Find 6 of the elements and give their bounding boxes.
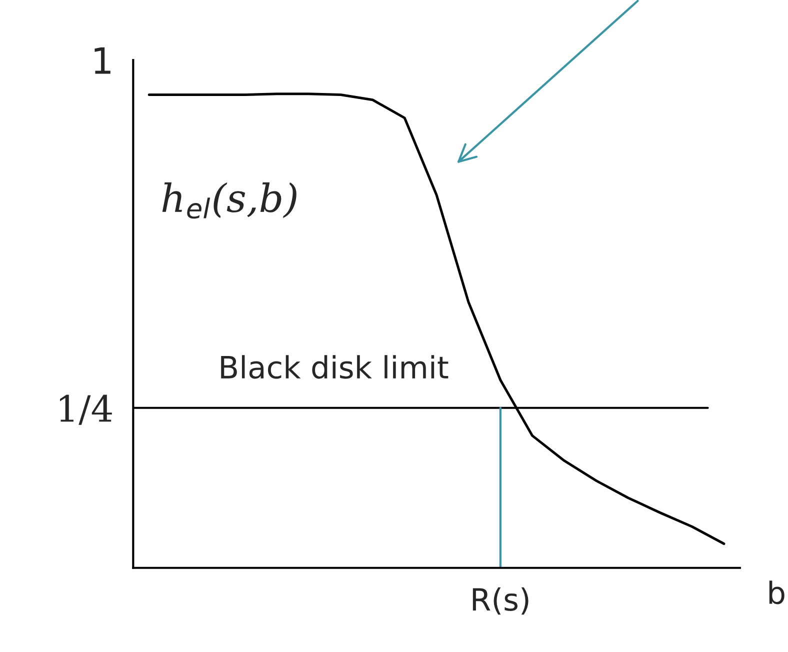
y-tick-label: 1 [94, 47, 110, 74]
x-tick-label: R(s) [472, 587, 528, 615]
x-axis-title: b [769, 580, 784, 604]
ref-line-label: Black disk limit [221, 355, 448, 379]
annotation: h$_{el}$(s,b) [162, 182, 296, 219]
y-tick-label: 1/4 [60, 394, 112, 425]
